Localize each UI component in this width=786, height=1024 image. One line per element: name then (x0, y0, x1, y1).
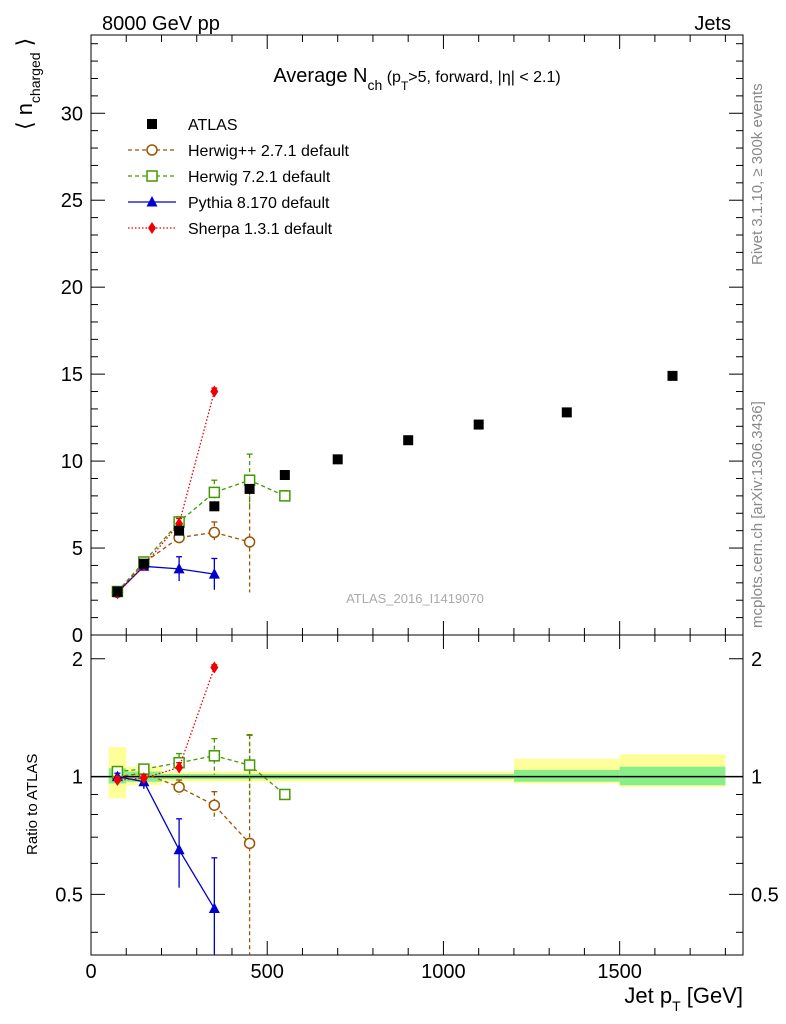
legend-label: Sherpa 1.3.1 default (188, 221, 333, 238)
data-point (243, 837, 256, 850)
ratio-x-ticks: 0 500 1000 1500 (85, 635, 726, 983)
series-herwig-7-2-1-default (111, 453, 291, 598)
legend-label: Pythia 8.170 default (188, 195, 330, 212)
series-line (116, 565, 215, 593)
data-point (243, 536, 256, 548)
data-point (113, 773, 122, 786)
data-point (473, 419, 484, 430)
ratio-y-axis-label: Ratio to ATLAS (24, 754, 41, 855)
ratio-plot-frame (90, 634, 744, 956)
series-line (117, 775, 215, 909)
ratio-uncertainty-bands (108, 747, 726, 799)
y-tick-label: 5 (72, 538, 83, 560)
series-line (116, 531, 250, 593)
main-x-ticks (90, 35, 726, 635)
main-series-layer (111, 370, 678, 600)
data-point (139, 772, 148, 785)
data-point (173, 781, 185, 793)
data-point (210, 385, 219, 398)
ratio-y-ticks: 0.5 0.5 1 1 2 2 (55, 649, 779, 933)
data-point (173, 843, 185, 855)
data-point (667, 370, 678, 381)
data-point (112, 586, 123, 597)
main-y-ticks: 0 5 10 15 20 25 30 (61, 43, 743, 647)
rivet-label: Rivet 3.1.10, ≥ 300k events (749, 83, 766, 265)
legend-item: Pythia 8.170 default (128, 195, 330, 212)
x-axis-label: Jet pT [GeV] (624, 983, 743, 1014)
data-point (210, 661, 219, 674)
y-tick-label: 25 (61, 190, 83, 212)
series-line (117, 667, 215, 781)
data-point (208, 526, 221, 539)
analysis-tag: ATLAS_2016_I1419070 (346, 591, 484, 606)
legend-item: Herwig 7.2.1 default (128, 169, 331, 186)
y-tick-label-right: 1 (751, 767, 762, 789)
data-point (208, 902, 220, 914)
data-point (243, 474, 256, 486)
mcplots-label: mcplots.cern.ch [arXiv:1306.3436] (749, 401, 766, 628)
legend-label: ATLAS (188, 117, 238, 134)
y-tick-label: 20 (61, 277, 83, 299)
data-point (244, 483, 255, 494)
x-tick-label: 1500 (597, 961, 642, 983)
y-tick-label: 10 (61, 451, 83, 473)
x-tick-label: 0 (85, 961, 96, 983)
data-point (332, 454, 343, 465)
chart-title: Average Nch (pT>5, forward, |η| < 2.1) (273, 65, 560, 93)
y-tick-label: 2 (72, 649, 83, 671)
data-point (148, 222, 156, 234)
data-point (209, 501, 220, 512)
main-panel: 0 5 10 15 20 25 30 (61, 34, 744, 647)
ratio-series-layer (111, 661, 291, 955)
data-point (279, 788, 291, 801)
series-line (116, 391, 215, 594)
legend-item: Sherpa 1.3.1 default (128, 221, 333, 238)
series-pythia-8-170-default (111, 770, 220, 955)
legend-label: Herwig++ 2.7.1 default (188, 143, 350, 160)
x-tick-label: 1000 (421, 961, 466, 983)
series-atlas (112, 370, 678, 597)
data-point (173, 562, 185, 574)
data-point (279, 490, 291, 502)
header-left: 8000 GeV pp (102, 13, 220, 35)
data-point (147, 119, 157, 129)
y-tick-label-right: 2 (751, 649, 762, 671)
data-point (146, 144, 158, 156)
y-tick-label: 1 (72, 767, 83, 789)
series-herwig-7-2-1-default (111, 733, 291, 803)
series-line (116, 479, 286, 592)
data-point (403, 435, 414, 446)
ratio-panel: 0.5 0.5 1 1 2 2 0 500 1000 1500 (55, 634, 779, 983)
y-tick-label: 15 (61, 364, 83, 386)
y-tick-label-right: 0.5 (751, 884, 779, 906)
data-point (138, 558, 149, 569)
data-point (561, 407, 572, 418)
header-right: Jets (694, 13, 731, 35)
y-tick-label: 0.5 (55, 884, 83, 906)
data-point (279, 470, 290, 480)
x-tick-label: 500 (251, 961, 284, 983)
series-pythia-8-170-default (111, 556, 220, 597)
data-point (174, 525, 185, 536)
data-point (146, 196, 158, 207)
series-sherpa-1-3-1-default (113, 385, 219, 600)
legend-item: ATLAS (147, 117, 238, 134)
legend: ATLAS Herwig++ 2.7.1 default Herwig 7.2.1 … (128, 117, 350, 238)
data-point (175, 761, 184, 774)
y-tick-label: 30 (61, 103, 83, 125)
data-point (208, 486, 221, 499)
data-point (208, 568, 220, 579)
legend-label: Herwig 7.2.1 default (188, 169, 331, 186)
legend-item: Herwig++ 2.7.1 default (128, 143, 350, 160)
data-point (243, 759, 256, 771)
series-sherpa-1-3-1-default (113, 661, 219, 786)
main-y-axis-label: ⟨ ncharged ⟩ (12, 38, 43, 130)
data-point (208, 799, 221, 811)
y-tick-label: 0 (72, 625, 83, 647)
data-point (208, 750, 221, 762)
data-point (146, 170, 158, 182)
